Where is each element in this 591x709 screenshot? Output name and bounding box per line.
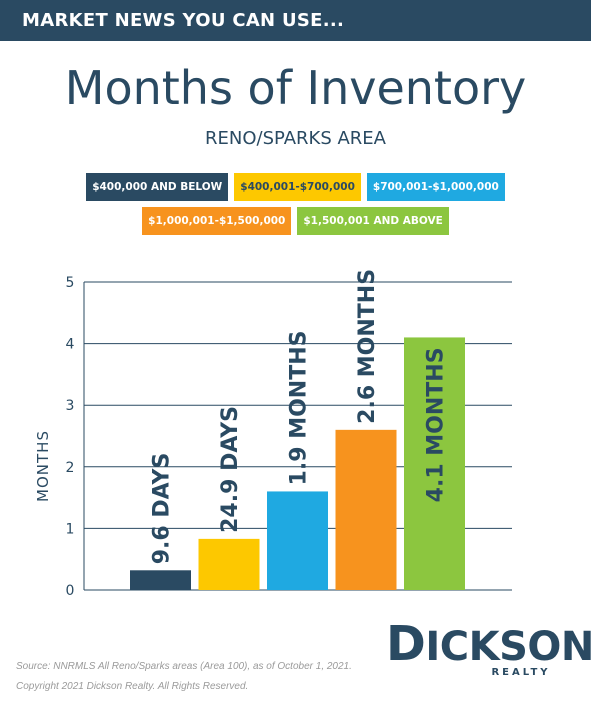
legend-item-1-5m-above: $1,500,001 AND ABOVE xyxy=(297,207,449,235)
legend-row-1: $400,000 AND BELOW $400,001-$700,000 $70… xyxy=(0,173,591,201)
bar-chart: 0 1 2 3 4 5 9.6 DAYS 24.9 DAYS 1.9 MONTHS 2.6 MON… xyxy=(34,269,512,599)
page-subtitle: RENO/SPARKS AREA xyxy=(205,128,386,149)
bar-3 xyxy=(267,491,328,590)
bar-5 xyxy=(404,337,465,590)
bar-data-label-1: 9.6 DAYS xyxy=(150,453,175,565)
copyright-note: Copyright 2021 Dickson Realty. All Right… xyxy=(16,681,249,692)
legend-item-400k-below: $400,000 AND BELOW xyxy=(86,173,229,201)
bar-data-label-5: 4.1 MONTHS xyxy=(424,347,449,502)
banner-text: MARKET NEWS YOU CAN USE... xyxy=(22,10,345,31)
bar-1 xyxy=(130,570,191,590)
legend-row-2: $1,000,001-$1,500,000 $1,500,001 AND ABO… xyxy=(0,207,591,235)
page-title: Months of Inventory xyxy=(64,61,527,115)
bar-4 xyxy=(335,429,397,590)
bar-data-label-4: 2.6 MONTHS xyxy=(355,269,380,424)
header-banner: MARKET NEWS YOU CAN USE... xyxy=(0,0,591,41)
bar-2 xyxy=(198,538,260,590)
bar-data-label-2: 24.9 DAYS xyxy=(218,406,243,533)
y-tick-label-3: 3 xyxy=(66,398,75,414)
source-note: Source: NNRMLS All Reno/Sparks areas (Ar… xyxy=(16,661,352,672)
legend-item-1m-1-5m: $1,000,001-$1,500,000 xyxy=(142,207,292,235)
legend-item-700k-1m: $700,001-$1,000,000 xyxy=(366,173,505,201)
y-tick-label-1: 1 xyxy=(66,521,75,537)
legend-item-400k-700k: $400,001-$700,000 xyxy=(234,173,361,201)
y-tick-label-5: 5 xyxy=(66,275,75,291)
logo-subtext: REALTY xyxy=(491,667,551,678)
logo-wordmark: DICKSON xyxy=(386,616,591,672)
dickson-realty-logo: DICKSON REALTY xyxy=(386,616,591,678)
y-axis-label: MONTHS xyxy=(34,430,52,502)
y-tick-label-4: 4 xyxy=(66,337,75,353)
bar-data-label-3: 1.9 MONTHS xyxy=(287,331,312,486)
y-tick-label-2: 2 xyxy=(66,460,75,476)
y-tick-label-0: 0 xyxy=(66,583,75,599)
